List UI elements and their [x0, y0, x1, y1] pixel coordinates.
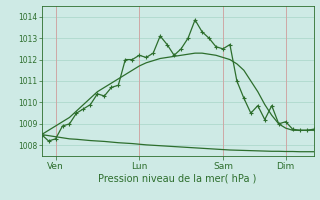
X-axis label: Pression niveau de la mer( hPa ): Pression niveau de la mer( hPa ) [99, 173, 257, 183]
